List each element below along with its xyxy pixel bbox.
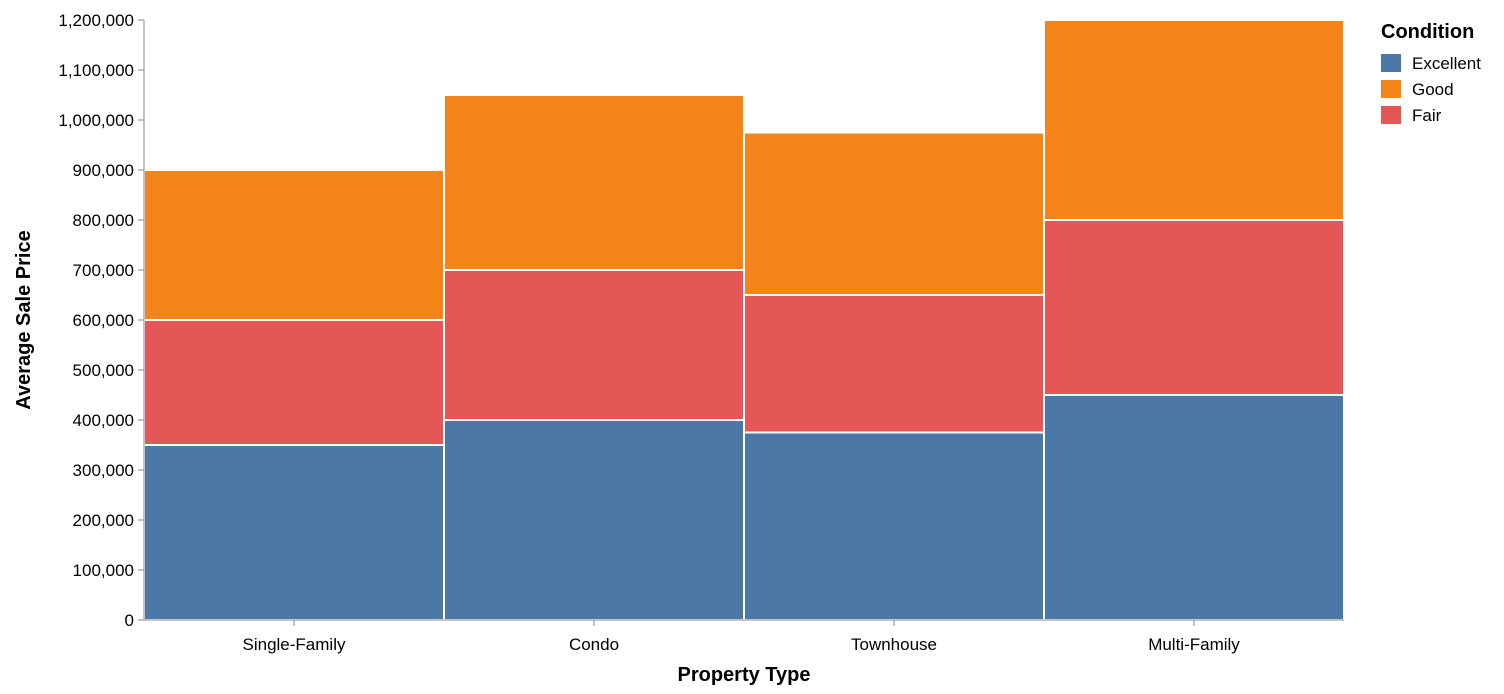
y-tick-label: 100,000 [73,561,134,580]
y-tick-label: 900,000 [73,161,134,180]
y-tick-label: 0 [125,611,134,630]
legend-swatch-fair [1381,106,1401,124]
bar-condo-good [443,94,745,271]
y-tick-label: 1,100,000 [58,61,134,80]
x-tick-label-multi-family: Multi-Family [1148,635,1240,654]
bar-condo-fair [443,269,745,421]
bar-single-family-good [143,169,445,321]
bar-townhouse-fair [743,294,1045,434]
legend-label-excellent: Excellent [1412,54,1481,73]
x-tick-label-condo: Condo [569,635,619,654]
y-tick-label: 700,000 [73,261,134,280]
y-tick-label: 300,000 [73,461,134,480]
bar-multi-family-fair [1043,219,1345,396]
bar-townhouse-excellent [743,431,1045,621]
bar-multi-family-excellent [1043,394,1345,621]
y-tick-label: 1,000,000 [58,111,134,130]
bar-townhouse-good [743,131,1045,296]
legend-swatch-good [1381,80,1401,98]
y-tick-label: 500,000 [73,361,134,380]
y-axis: 0 100,000 200,000 300,000 400,000 500,000 600,… [58,11,145,630]
bars-layer [143,19,1345,621]
bar-condo-excellent [443,419,745,621]
bar-single-family-fair [143,319,445,446]
x-tick-label-townhouse: Townhouse [851,635,937,654]
x-axis: Single-Family Condo Townhouse Multi-Family [144,619,1344,654]
y-tick-label: 200,000 [73,511,134,530]
y-axis-title: Average Sale Price [13,230,35,409]
legend-swatch-excellent [1381,54,1401,72]
x-axis-title: Property Type [678,664,811,686]
legend-label-fair: Fair [1412,106,1442,125]
y-tick-label: 600,000 [73,311,134,330]
legend: Condition Excellent Good Fair [1381,21,1481,125]
y-tick-label: 1,200,000 [58,11,134,30]
legend-title: Condition [1381,21,1474,43]
bar-multi-family-good [1043,19,1345,221]
legend-label-good: Good [1412,80,1454,99]
y-tick-label: 400,000 [73,411,134,430]
x-tick-label-single-family: Single-Family [243,635,346,654]
y-tick-label: 800,000 [73,211,134,230]
bar-single-family-excellent [143,444,445,621]
